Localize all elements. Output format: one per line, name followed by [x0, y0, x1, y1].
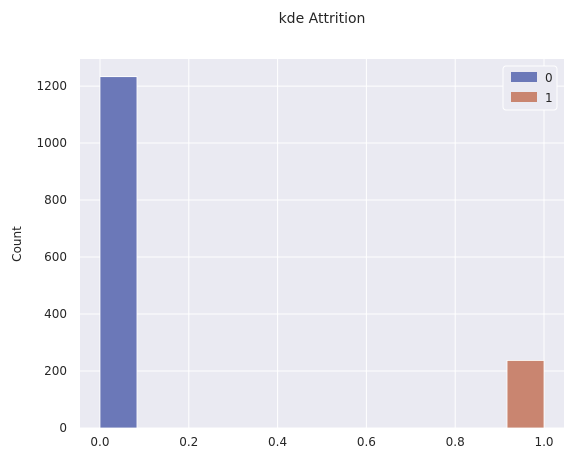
legend-label-1: 1 [545, 91, 553, 105]
x-tick-label-2: 0.4 [268, 435, 287, 449]
legend-swatch-0 [511, 72, 537, 82]
legend: 01 [502, 65, 558, 111]
y-tick-label-3: 600 [44, 250, 67, 264]
y-tick-label-1: 200 [44, 364, 67, 378]
chart-title: kde Attrition [279, 11, 366, 27]
y-axis-ticks: 0 200 400 600 800 1000 1200 [36, 79, 67, 435]
legend-label-0: 0 [545, 71, 553, 85]
bar-series-0-0 [99, 76, 138, 429]
x-axis-ticks: 0.0 0.2 0.4 0.6 0.8 1.0 [90, 435, 553, 449]
y-tick-label-2: 400 [44, 307, 67, 321]
x-tick-label-0: 0.0 [90, 435, 109, 449]
grid [80, 59, 564, 429]
y-tick-label-0: 0 [59, 421, 67, 435]
y-tick-label-4: 800 [44, 193, 67, 207]
x-tick-label-1: 0.2 [179, 435, 198, 449]
x-tick-label-4: 0.8 [446, 435, 465, 449]
x-tick-label-3: 0.6 [357, 435, 376, 449]
bar-series-1-0 [506, 360, 545, 429]
legend-swatch-1 [511, 92, 537, 102]
x-tick-label-5: 1.0 [534, 435, 553, 449]
y-tick-label-6: 1200 [36, 79, 67, 93]
y-tick-label-5: 1000 [36, 136, 67, 150]
bars [99, 76, 545, 429]
plot-area [80, 59, 564, 428]
y-axis-label: Count [10, 226, 24, 262]
